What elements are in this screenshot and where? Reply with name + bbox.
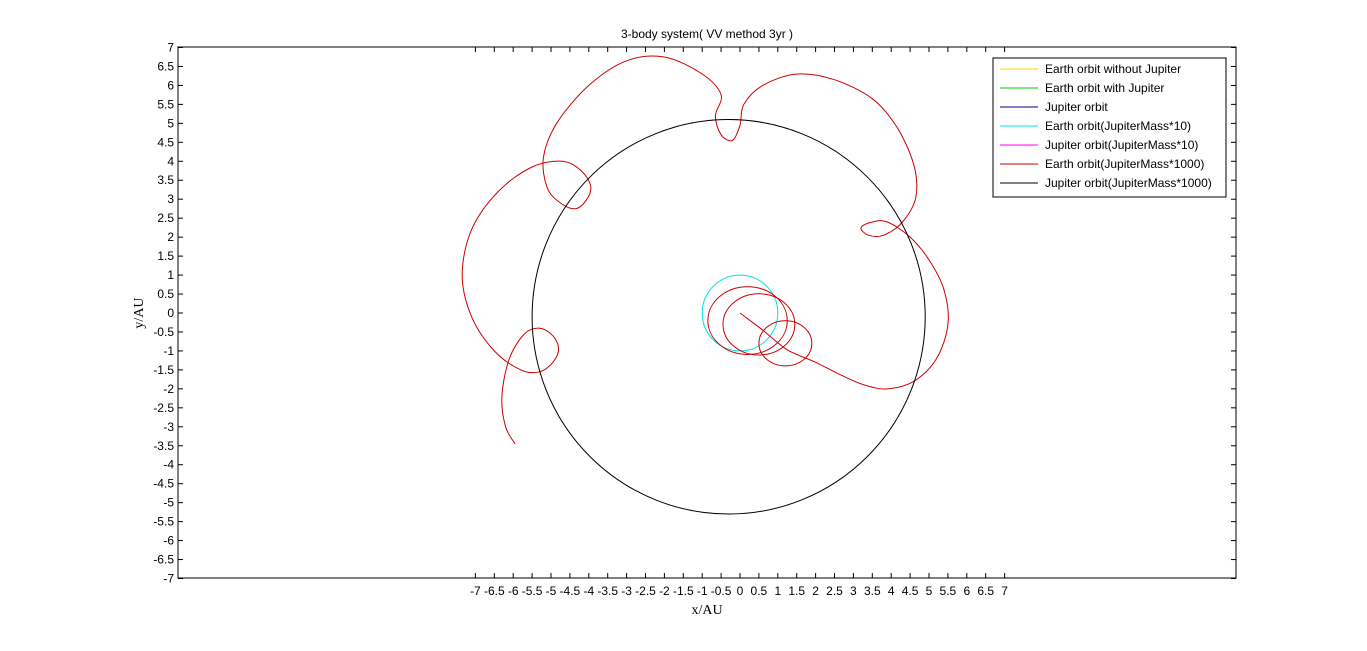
x-tick-label: -0.5 [711,584,732,598]
y-axis-title: y/AU [132,297,147,328]
y-tick-label: -2 [163,382,174,396]
y-tick-label: -5.5 [153,515,174,529]
x-tick-label: -2.5 [635,584,656,598]
y-tick-label: -6.5 [153,553,174,567]
y-tick-label: 3.5 [157,173,174,187]
y-tick-label: 1 [167,268,174,282]
y-tick-label: 3 [167,192,174,206]
series-line-5 [461,55,949,445]
y-tick-label: 0 [167,306,174,320]
y-tick-label: 6.5 [157,59,174,73]
legend-label: Jupiter orbit(JupiterMass*1000) [1045,176,1212,190]
y-tick-label: 2 [167,230,174,244]
x-tick-label: 6 [963,584,970,598]
y-tick-label: -3 [163,420,174,434]
legend-label: Jupiter orbit [1045,100,1108,114]
y-tick-label: -7 [163,572,174,586]
x-tick-label: 3.5 [864,584,881,598]
x-tick-label: -1 [697,584,708,598]
y-tick-label: 4 [167,154,174,168]
legend-label: Earth orbit with Jupiter [1045,81,1164,95]
x-tick-label: -5.5 [522,584,543,598]
y-tick-label: -0.5 [153,325,174,339]
axis-ticks: -7 -6.5 -6 -5.5 -5 -4.5 -4 -3.5 -3 -2.5 -2 -1.5 -1 -0… [153,40,1236,598]
y-tick-label: -5 [163,496,174,510]
x-tick-label: -7 [470,584,481,598]
y-tick-label: 1.5 [157,249,174,263]
x-tick-label: -6.5 [484,584,505,598]
y-tick-label: -4 [163,458,174,472]
x-tick-label: 4 [888,584,895,598]
legend: Earth orbit without Jupiter Earth orbit w… [992,57,1227,198]
x-tick-label: -5 [546,584,557,598]
y-tick-label: -6 [163,534,174,548]
x-tick-label: 2 [812,584,819,598]
series-inner-loop [758,320,813,367]
series-line-6 [531,119,926,515]
series-inner-loop [722,293,796,356]
x-tick-label: 0.5 [751,584,768,598]
series-group [461,55,949,515]
y-tick-label: 5 [167,116,174,130]
legend-label: Earth orbit without Jupiter [1045,62,1181,76]
x-tick-label: 2.5 [826,584,843,598]
y-tick-label: 6 [167,78,174,92]
y-tick-label: 5.5 [157,97,174,111]
x-tick-label: -1.5 [673,584,694,598]
x-tick-label: 1 [774,584,781,598]
x-tick-label: -6 [508,584,519,598]
x-tick-label: -3.5 [597,584,618,598]
x-tick-label: -3 [621,584,632,598]
legend-label: Jupiter orbit(JupiterMass*10) [1045,138,1198,152]
x-tick-label: 0 [737,584,744,598]
y-tick-label: -2.5 [153,401,174,415]
chart-title: 3-body system( VV method 3yr ) [621,27,793,41]
series-inner-loop [707,286,788,355]
y-tick-label: 2.5 [157,211,174,225]
x-tick-label: 5 [926,584,933,598]
x-tick-label: 6.5 [977,584,994,598]
y-tick-label: 4.5 [157,135,174,149]
legend-label: Earth orbit(JupiterMass*10) [1045,119,1191,133]
x-tick-label: -4.5 [560,584,581,598]
legend-label: Earth orbit(JupiterMass*1000) [1045,157,1204,171]
y-tick-label: -4.5 [153,477,174,491]
x-tick-label: -2 [659,584,670,598]
y-tick-label: 7 [167,40,174,54]
legend-box [992,57,1227,198]
x-tick-label: 3 [850,584,857,598]
y-tick-label: -1.5 [153,363,174,377]
x-tick-label: 1.5 [788,584,805,598]
y-tick-label: 0.5 [157,287,174,301]
x-tick-label: 4.5 [902,584,919,598]
x-tick-label: -4 [583,584,594,598]
y-tick-label: -3.5 [153,439,174,453]
y-tick-label: -1 [163,344,174,358]
x-axis-title: x/AU [691,603,722,618]
x-tick-label: 7 [1001,584,1008,598]
x-tick-label: 5.5 [940,584,957,598]
